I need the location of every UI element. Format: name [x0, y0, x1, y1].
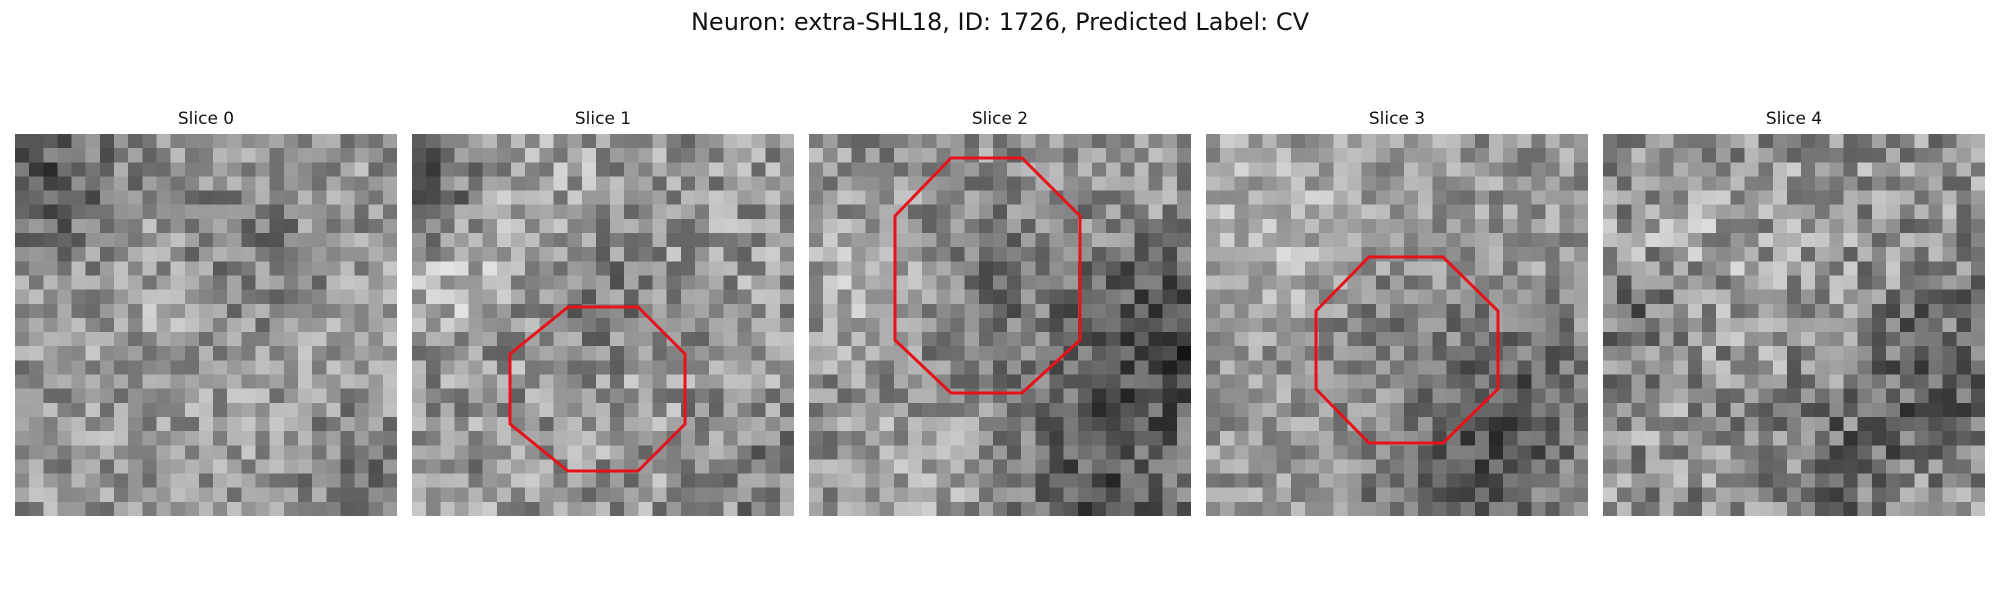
- slice-3-roi-octagon: [1314, 255, 1500, 445]
- slice-2-roi-overlay: [893, 156, 1082, 395]
- slice-2-title: Slice 2: [971, 109, 1029, 129]
- slice-1-pixels: [412, 134, 794, 516]
- slice-2-roi-octagon: [893, 156, 1082, 395]
- slice-0-title: Slice 0: [177, 109, 235, 129]
- slice-4-image: [1603, 134, 1985, 516]
- figure-title: Neuron: extra-SHL18, ID: 1726, Predicted…: [690, 8, 1310, 36]
- slice-1-title: Slice 1: [574, 109, 632, 129]
- slice-1-roi-overlay: [508, 305, 687, 473]
- slice-3-image: [1206, 134, 1588, 516]
- slice-1-roi-octagon: [508, 305, 687, 473]
- slice-2-image: [809, 134, 1191, 516]
- slice-4-pixels: [1603, 134, 1985, 516]
- slice-0-pixels: [15, 134, 397, 516]
- slice-0-image: [15, 134, 397, 516]
- slice-3-pixels: [1206, 134, 1588, 516]
- slice-1-image: [412, 134, 794, 516]
- slice-2-pixels: [809, 134, 1191, 516]
- slice-3-title: Slice 3: [1368, 109, 1426, 129]
- slice-4-title: Slice 4: [1765, 109, 1823, 129]
- slice-3-roi-overlay: [1314, 255, 1500, 445]
